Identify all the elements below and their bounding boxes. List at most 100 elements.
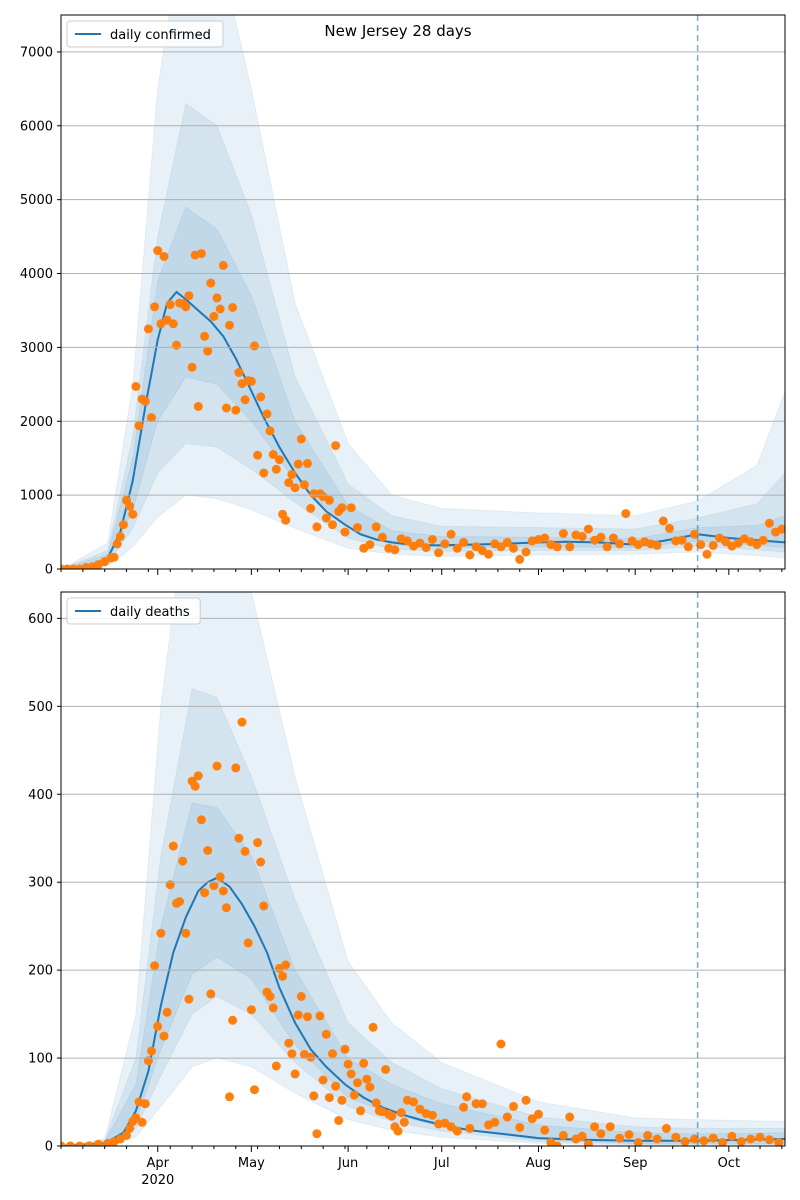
observed-point <box>153 246 163 256</box>
band-middle <box>61 102 785 569</box>
observed-point <box>196 249 206 259</box>
y-tick-label: 1000 <box>20 489 53 504</box>
observed-point <box>231 405 241 415</box>
confirmed-panel: 0 1000 2000 3000 4000 5000 6000 7000 daily confi… <box>20 14 786 578</box>
observed-point <box>774 1138 784 1146</box>
observed-point <box>196 815 206 825</box>
y-tick-label: 0 <box>45 1140 53 1155</box>
observed-point <box>552 542 562 552</box>
observed-point <box>736 1137 746 1146</box>
observed-point <box>159 1031 169 1041</box>
x-year-label: 2020 <box>141 1173 174 1188</box>
x-tick-label: Jul <box>433 1156 450 1171</box>
observed-point <box>540 1125 550 1135</box>
observed-point <box>399 1117 409 1127</box>
y-tick-label: 7000 <box>20 45 53 60</box>
observed-point <box>61 1141 66 1146</box>
observed-point <box>153 1021 163 1031</box>
observed-point <box>446 529 456 539</box>
observed-point <box>131 382 141 391</box>
observed-point <box>115 532 125 541</box>
observed-point <box>546 1138 556 1146</box>
y-tick-label: 600 <box>28 612 53 627</box>
observed-point <box>162 1007 172 1017</box>
observed-point <box>590 1122 600 1132</box>
y-tick-label: 0 <box>45 563 53 578</box>
observed-point <box>206 278 216 288</box>
observed-point <box>393 1126 403 1136</box>
observed-point <box>278 971 288 981</box>
observed-point <box>727 1131 737 1141</box>
observed-point <box>368 1022 378 1032</box>
observed-point <box>509 543 518 553</box>
x-tick-label: Sep <box>623 1156 648 1171</box>
observed-point <box>293 459 303 469</box>
observed-point <box>125 501 135 511</box>
observed-point <box>324 495 334 505</box>
observed-point <box>334 1116 344 1125</box>
band-inner <box>61 206 785 569</box>
observed-point <box>764 1135 774 1145</box>
observed-point <box>452 1126 462 1136</box>
observed-point <box>147 413 156 423</box>
observed-point <box>534 1109 543 1119</box>
observed-point <box>459 1102 469 1112</box>
y-tick-label: 3000 <box>20 341 53 356</box>
observed-point <box>159 252 169 261</box>
observed-point <box>471 1099 481 1109</box>
observed-point <box>390 545 400 555</box>
observed-point <box>184 291 194 301</box>
observed-point <box>633 1138 643 1146</box>
observed-point <box>356 1106 366 1116</box>
plot-area <box>61 15 785 569</box>
observed-point <box>521 547 531 557</box>
observed-point <box>465 1123 475 1133</box>
observed-point <box>502 537 512 547</box>
observed-point <box>190 781 200 791</box>
observed-point <box>365 540 375 550</box>
observed-point <box>452 543 462 553</box>
observed-point <box>624 1130 634 1140</box>
observed-point <box>515 554 525 564</box>
observed-point <box>515 1123 525 1132</box>
axes-frame <box>60 14 786 570</box>
observed-point <box>696 540 706 550</box>
observed-point <box>558 1130 568 1140</box>
observed-point <box>353 523 362 533</box>
observed-point <box>112 539 122 549</box>
observed-point <box>349 1090 359 1100</box>
observed-point <box>147 1046 156 1056</box>
y-tick-label: 300 <box>28 876 53 891</box>
deaths-panel: 0 100 200 300 400 500 600 Apr May Jun Jul Aug Sep Oct… <box>28 591 786 1188</box>
observed-point <box>212 293 222 303</box>
observed-point <box>343 1059 353 1069</box>
observed-point <box>359 1058 369 1068</box>
observed-point <box>583 1139 593 1146</box>
observed-point <box>140 396 150 406</box>
observed-point <box>683 542 693 552</box>
observed-point <box>234 368 244 377</box>
observed-point <box>128 509 138 519</box>
observed-point <box>377 532 387 542</box>
observed-point <box>328 520 337 530</box>
observed-point <box>677 535 687 545</box>
observed-point <box>306 1052 316 1062</box>
observed-point <box>271 464 281 474</box>
observed-point <box>250 1085 259 1095</box>
observed-point <box>287 470 297 479</box>
observed-point <box>665 523 674 533</box>
observed-point <box>702 549 712 559</box>
observed-point <box>268 1003 278 1013</box>
observed-point <box>496 1039 506 1049</box>
observed-point <box>281 515 291 525</box>
observed-point <box>181 302 191 312</box>
observed-point <box>434 548 444 558</box>
observed-point <box>671 1132 681 1142</box>
observed-point <box>746 1134 756 1144</box>
observed-point <box>777 524 785 534</box>
observed-point <box>381 1065 391 1074</box>
observed-point <box>309 1091 319 1101</box>
observed-point <box>596 1129 606 1139</box>
observed-point <box>215 304 225 314</box>
observed-point <box>246 376 256 386</box>
